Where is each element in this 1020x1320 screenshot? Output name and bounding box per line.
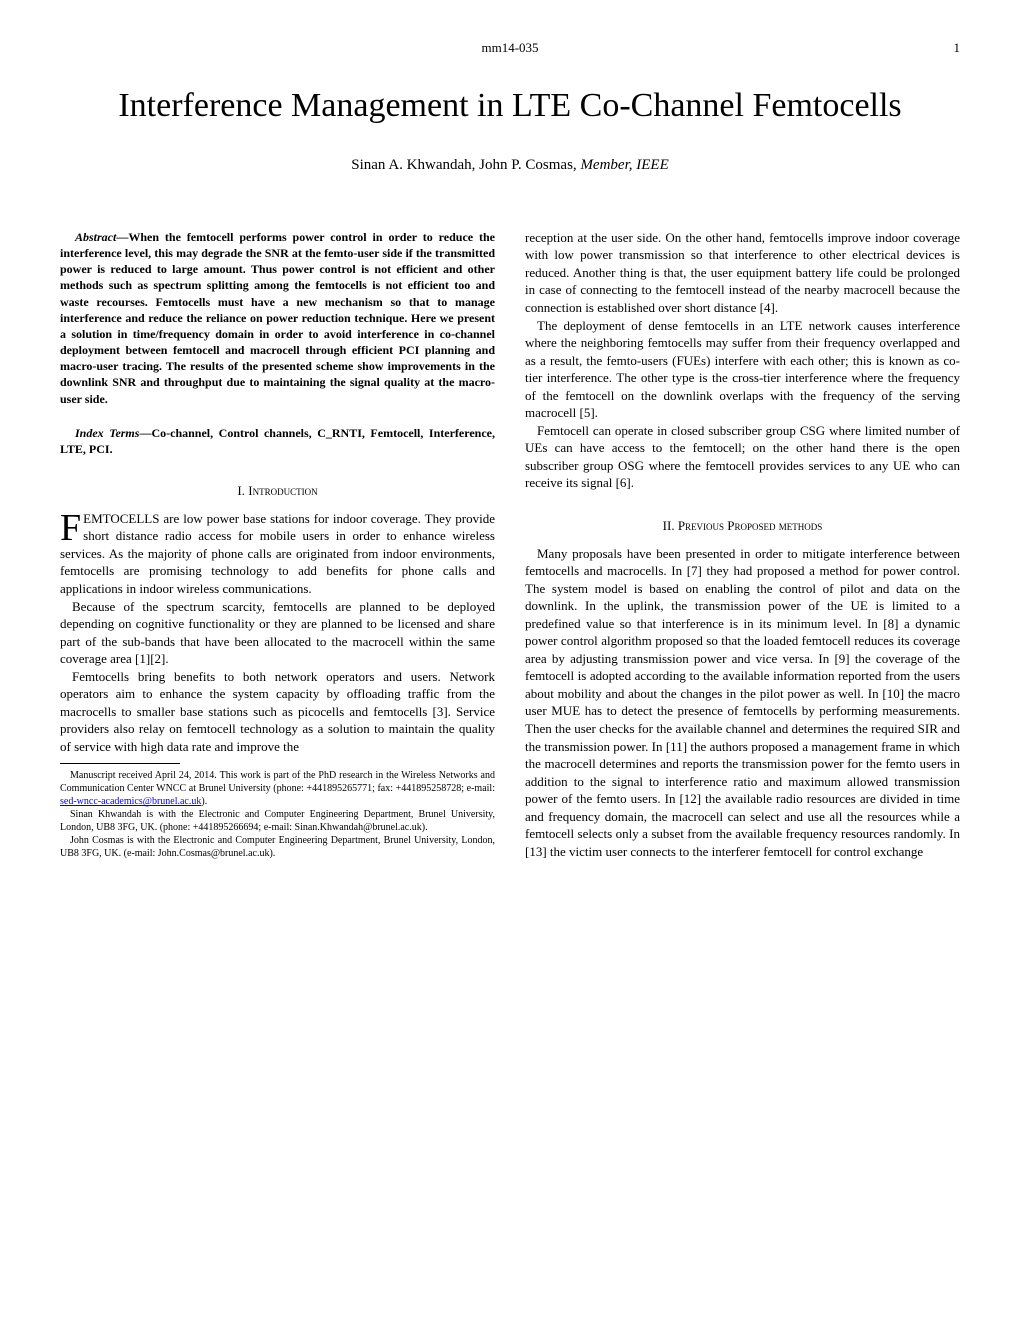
paper-id: mm14-035 bbox=[80, 40, 940, 56]
left-column: Abstract—When the femtocell performs pow… bbox=[60, 229, 495, 861]
page-number: 1 bbox=[940, 40, 960, 56]
two-column-layout: Abstract—When the femtocell performs pow… bbox=[60, 229, 960, 861]
abstract-text: —When the femtocell performs power contr… bbox=[60, 230, 495, 406]
member-status: Member, IEEE bbox=[580, 157, 668, 173]
footnote-1-pre: Manuscript received April 24, 2014. This… bbox=[60, 770, 495, 794]
section-heading-methods: II. Previous Proposed methods bbox=[525, 517, 960, 535]
authors-line: Sinan A. Khwandah, John P. Cosmas, Membe… bbox=[60, 157, 960, 174]
header-row: mm14-035 1 bbox=[60, 40, 960, 56]
footnote-separator bbox=[60, 763, 180, 764]
footnote-2: Sinan Khwandah is with the Electronic an… bbox=[60, 808, 495, 834]
right-column: reception at the user side. On the other… bbox=[525, 229, 960, 861]
methods-paragraph-1: Many proposals have been presented in or… bbox=[525, 545, 960, 861]
col2-paragraph-1: reception at the user side. On the other… bbox=[525, 229, 960, 317]
col2-paragraph-3: Femtocell can operate in closed subscrib… bbox=[525, 422, 960, 492]
index-terms-label: Index Terms bbox=[75, 426, 139, 440]
footnote-1-post: ). bbox=[201, 796, 207, 807]
spacer bbox=[60, 40, 80, 56]
footnote-email-link[interactable]: sed-wncc-academics@brunel.ac.uk bbox=[60, 796, 201, 807]
author-names: Sinan A. Khwandah, John P. Cosmas, bbox=[351, 157, 580, 173]
intro-paragraph-1: FEMTOCELLS are low power base stations f… bbox=[60, 510, 495, 598]
abstract-label: Abstract bbox=[75, 230, 116, 244]
intro-paragraph-3: Femtocells bring benefits to both networ… bbox=[60, 668, 495, 756]
intro-p1-text: EMTOCELLS are low power base stations fo… bbox=[60, 511, 495, 596]
footnote-1: Manuscript received April 24, 2014. This… bbox=[60, 769, 495, 808]
intro-paragraph-2: Because of the spectrum scarcity, femtoc… bbox=[60, 598, 495, 668]
section-heading-intro: I. Introduction bbox=[60, 482, 495, 500]
footnote-3: John Cosmas is with the Electronic and C… bbox=[60, 834, 495, 860]
index-terms-block: Index Terms—Co-channel, Control channels… bbox=[60, 425, 495, 457]
paper-title: Interference Management in LTE Co-Channe… bbox=[60, 86, 960, 127]
drop-cap: F bbox=[60, 510, 83, 544]
col2-paragraph-2: The deployment of dense femtocells in an… bbox=[525, 317, 960, 422]
abstract-block: Abstract—When the femtocell performs pow… bbox=[60, 229, 495, 407]
